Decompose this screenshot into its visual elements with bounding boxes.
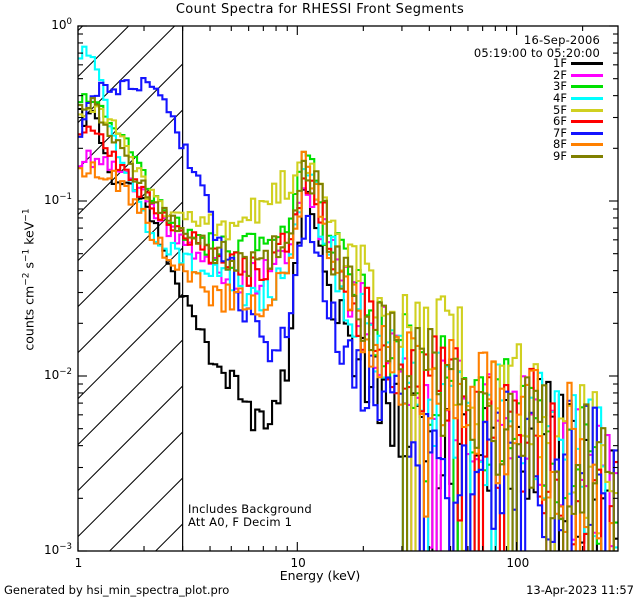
x-axis-label: Energy (keV) (279, 568, 361, 583)
legend-label: 3F (553, 79, 567, 94)
legend: 1F 2F 3F 4F 5F 6F 7F 8F 9F (553, 58, 603, 162)
y-tick-label: 10−1 (44, 192, 72, 207)
legend-color-swatch (570, 143, 603, 147)
y-tick-label: 10−2 (44, 367, 72, 382)
legend-label: 6F (553, 114, 567, 129)
series-line-7f (78, 76, 618, 551)
legend-color-swatch (570, 108, 603, 112)
y-axis-label: counts cm−2 s−1 keV−1 (21, 208, 37, 351)
legend-item-9f: 9F (553, 149, 603, 164)
legend-item-5f: 5F (553, 104, 603, 116)
legend-label: 8F (553, 137, 567, 152)
series-line-8f (78, 150, 615, 551)
series-layer (78, 45, 618, 551)
legend-item-2f: 2F (553, 67, 603, 82)
legend-color-swatch (570, 73, 603, 77)
legend-color-swatch (570, 131, 603, 135)
observation-time-range: 05:19:00 to 05:20:00 (473, 46, 600, 60)
legend-color-swatch (570, 97, 603, 101)
y-tick-label: 100 (51, 17, 72, 32)
footer-generator: Generated by hsi_min_spectra_plot.pro (4, 583, 230, 597)
legend-label: 2F (553, 67, 567, 82)
legend-item-8f: 8F (553, 139, 603, 151)
legend-color-swatch (570, 155, 603, 159)
legend-color-swatch (570, 85, 603, 89)
legend-color-swatch (570, 120, 603, 124)
series-line-9f (78, 97, 615, 551)
footer-timestamp: 13-Apr-2023 11:57 (526, 583, 634, 597)
legend-color-swatch (570, 62, 603, 66)
legend-label: 7F (553, 125, 567, 140)
legend-label: 4F (553, 91, 567, 106)
page-title: Count Spectra for RHESSI Front Segments (175, 2, 465, 17)
annotation-background: Includes Background (188, 502, 312, 516)
y-tick-label: 10−3 (44, 542, 72, 557)
plot-frame (77, 25, 619, 552)
observation-date: 16-Sep-2006 (523, 33, 600, 47)
series-line-5f (78, 105, 618, 551)
legend-label: 5F (553, 102, 567, 117)
legend-item-1f: 1F (553, 58, 603, 70)
legend-item-4f: 4F (553, 91, 603, 106)
x-tick-label: 100 (506, 556, 530, 570)
legend-label: 9F (553, 149, 567, 164)
legend-item-3f: 3F (553, 81, 603, 93)
x-tick-label: 10 (290, 556, 306, 570)
legend-label: 1F (553, 56, 567, 71)
annotation-attenuator: Att A0, F Decim 1 (188, 515, 293, 529)
legend-item-7f: 7F (553, 125, 603, 140)
series-line-1f (78, 107, 618, 551)
x-tick-label: 1 (74, 556, 83, 570)
legend-item-6f: 6F (553, 116, 603, 128)
